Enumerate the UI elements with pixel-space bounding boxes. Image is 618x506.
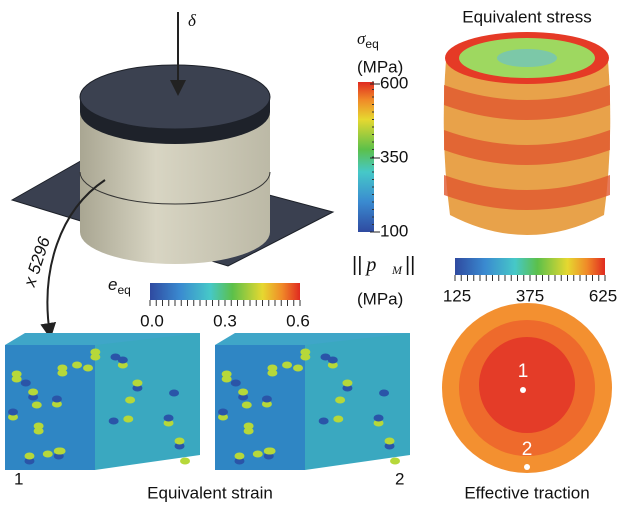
tick-label: 125 bbox=[443, 286, 471, 305]
tick-label: 375 bbox=[516, 286, 544, 305]
inclusion bbox=[231, 380, 241, 387]
stress-colorbar bbox=[358, 82, 374, 232]
inclusion bbox=[222, 371, 232, 378]
inclusion bbox=[72, 362, 82, 369]
inclusion bbox=[234, 453, 244, 460]
top-plate bbox=[80, 65, 270, 129]
inclusion bbox=[342, 380, 352, 387]
inclusion bbox=[262, 396, 272, 403]
stress-top-center bbox=[497, 49, 557, 67]
inclusion bbox=[293, 365, 303, 372]
tick-label: 350 bbox=[380, 147, 408, 166]
inclusion bbox=[43, 451, 53, 458]
inclusion bbox=[57, 365, 67, 372]
inclusion bbox=[8, 409, 18, 416]
traction-unit: (MPa) bbox=[357, 289, 403, 308]
strain-symbol: eeq bbox=[108, 275, 131, 297]
inclusion bbox=[238, 389, 248, 396]
inclusion bbox=[300, 349, 310, 356]
strain-title: Equivalent strain bbox=[147, 483, 273, 502]
point-label: 2 bbox=[522, 439, 533, 460]
point-label: 1 bbox=[518, 361, 529, 382]
tick-label: 0.3 bbox=[213, 311, 237, 330]
inclusion bbox=[253, 451, 263, 458]
inclusion bbox=[180, 458, 190, 465]
inclusion bbox=[32, 402, 42, 409]
inclusion bbox=[264, 448, 274, 455]
inclusion bbox=[335, 397, 345, 404]
inclusion bbox=[267, 365, 277, 372]
traction-symbol: ||p⃗M|| bbox=[352, 254, 415, 277]
tick-label: 625 bbox=[589, 286, 617, 305]
traction-colorbar bbox=[455, 258, 605, 275]
inclusion bbox=[12, 371, 22, 378]
tick-label: 100 bbox=[380, 221, 408, 240]
inclusion bbox=[52, 396, 62, 403]
inclusion bbox=[282, 362, 292, 369]
tick-label: 0.6 bbox=[286, 311, 310, 330]
inclusion bbox=[385, 438, 395, 445]
inclusion bbox=[175, 438, 185, 445]
inclusion bbox=[333, 416, 343, 423]
inclusion bbox=[328, 357, 338, 364]
inclusion bbox=[218, 409, 228, 416]
load-label: δ bbox=[188, 11, 197, 30]
inclusion bbox=[244, 423, 254, 430]
traction-title: Effective traction bbox=[464, 483, 589, 502]
inclusion bbox=[90, 349, 100, 356]
inclusion bbox=[319, 418, 329, 425]
inclusion bbox=[83, 365, 93, 372]
inclusion bbox=[54, 448, 64, 455]
inclusion bbox=[374, 415, 384, 422]
inclusion bbox=[28, 389, 38, 396]
point-1 bbox=[520, 387, 526, 393]
inclusion bbox=[34, 423, 44, 430]
inclusion bbox=[125, 397, 135, 404]
tick-label: 0.0 bbox=[140, 311, 164, 330]
inclusion bbox=[24, 453, 34, 460]
stress-symbol: σeq bbox=[357, 29, 379, 51]
inclusion bbox=[390, 458, 400, 465]
inclusion bbox=[118, 357, 128, 364]
cube-side bbox=[95, 333, 200, 470]
cube-label: 1 bbox=[14, 469, 23, 488]
traction-inner bbox=[479, 337, 575, 433]
inclusion bbox=[123, 416, 133, 423]
point-2 bbox=[524, 464, 530, 470]
stress-title: Equivalent stress bbox=[462, 7, 591, 26]
cube-side bbox=[305, 333, 410, 470]
inclusion bbox=[169, 390, 179, 397]
cube-label: 2 bbox=[395, 469, 404, 488]
inclusion bbox=[242, 402, 252, 409]
inclusion bbox=[379, 390, 389, 397]
tick-label: 600 bbox=[380, 73, 408, 92]
inclusion bbox=[21, 380, 31, 387]
inclusion bbox=[109, 418, 119, 425]
inclusion bbox=[132, 380, 142, 387]
figure: δ x 5296 σeq (MPa) 600350100 ||p⃗M|| (MP… bbox=[0, 0, 618, 506]
strain-colorbar bbox=[150, 283, 300, 300]
inclusion bbox=[164, 415, 174, 422]
